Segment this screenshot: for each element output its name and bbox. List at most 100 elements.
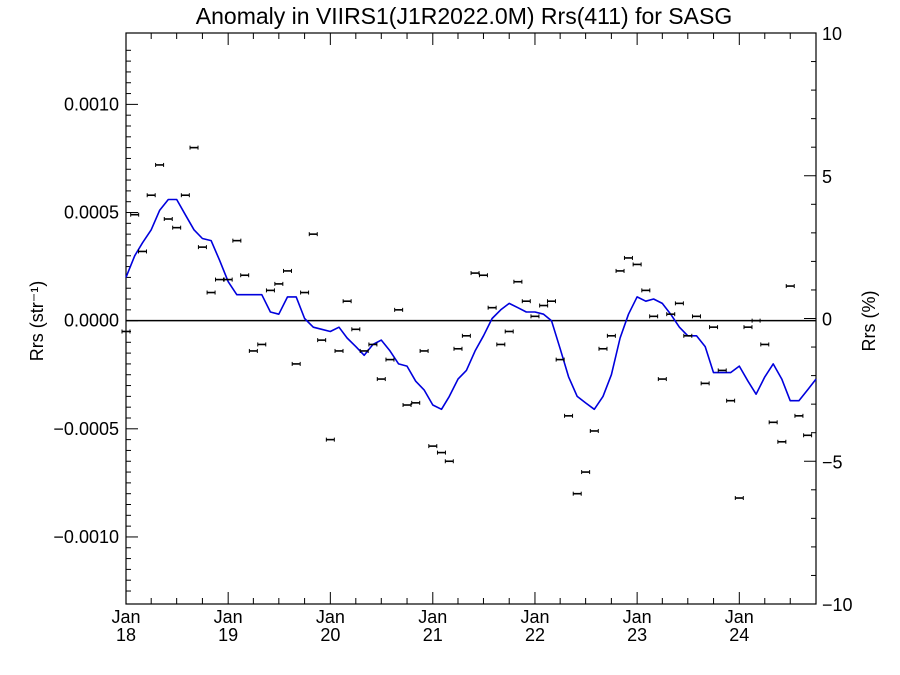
data-point	[283, 268, 293, 273]
data-point	[674, 301, 684, 306]
x-tick-label-month: Jan	[725, 607, 754, 627]
y-tick-label-right: −5	[822, 452, 843, 472]
data-point	[146, 193, 156, 198]
data-point	[436, 450, 446, 455]
y-tick-label-right: 0	[822, 310, 832, 330]
data-point	[615, 268, 625, 273]
data-point	[572, 491, 582, 496]
data-point	[214, 277, 224, 282]
data-point	[223, 277, 233, 282]
plot-frame	[125, 32, 817, 605]
data-point	[257, 342, 267, 347]
data-point	[641, 288, 651, 293]
data-point	[265, 288, 275, 293]
data-point	[385, 357, 395, 362]
data-point	[513, 279, 523, 284]
smoothed-anomaly-line	[125, 198, 817, 411]
y-axis-right-title: Rrs (%)	[859, 291, 879, 352]
data-point	[546, 299, 556, 304]
data-point	[325, 437, 335, 442]
x-tick-label-year: 23	[627, 625, 647, 645]
y-tick-label-left: 0.0010	[64, 94, 119, 114]
y-tick-label-left: 0.0000	[64, 311, 119, 331]
data-point	[589, 428, 599, 433]
data-point	[138, 249, 148, 254]
data-point	[172, 225, 182, 230]
x-tick-label-month: Jan	[214, 607, 243, 627]
data-point	[376, 377, 386, 382]
data-point	[206, 290, 216, 295]
data-point	[743, 325, 753, 330]
x-tick-label-year: 19	[218, 625, 238, 645]
data-point	[478, 273, 488, 278]
data-point	[751, 318, 761, 323]
data-point	[623, 255, 633, 260]
data-point	[632, 262, 642, 267]
data-point	[240, 273, 250, 278]
y-tick-label-left: −0.0010	[53, 527, 119, 547]
data-point	[317, 338, 327, 343]
data-point	[470, 271, 480, 276]
data-point	[419, 348, 429, 353]
data-point	[700, 381, 710, 386]
data-point	[342, 299, 352, 304]
data-point	[130, 212, 140, 217]
data-point	[444, 459, 454, 464]
data-point	[351, 327, 361, 332]
data-point	[402, 403, 412, 408]
data-point	[785, 284, 795, 289]
data-point	[564, 413, 574, 418]
data-point	[334, 348, 344, 353]
data-point	[581, 470, 591, 475]
data-point	[555, 357, 565, 362]
y-axis-left: 0.0010 0.0005 0.0000 −0.0005 −0.0010	[53, 49, 138, 592]
x-tick-label-month: Jan	[418, 607, 447, 627]
data-point	[461, 333, 471, 338]
y-tick-label-right: 5	[822, 167, 832, 187]
x-tick-label-year: 21	[423, 625, 443, 645]
data-point	[411, 400, 421, 405]
x-tick-label-year: 22	[525, 625, 545, 645]
data-point	[394, 307, 404, 312]
data-point	[155, 162, 165, 167]
x-tick-label-month: Jan	[623, 607, 652, 627]
data-point	[428, 444, 438, 449]
x-tick-label-year: 18	[116, 625, 136, 645]
x-tick-label-year: 24	[729, 625, 749, 645]
x-tick-label-year: 20	[320, 625, 340, 645]
data-point	[726, 398, 736, 403]
data-point	[530, 314, 540, 319]
data-point	[359, 348, 369, 353]
anomaly-points	[121, 145, 813, 501]
y-axis-left-title: Rrs (str⁻¹)	[27, 281, 47, 361]
x-tick-label-month: Jan	[111, 607, 140, 627]
data-point	[598, 346, 608, 351]
data-point	[121, 329, 131, 334]
x-tick-label-month: Jan	[316, 607, 345, 627]
data-point	[274, 281, 284, 286]
y-axis-right: 10 5 0 −5 −10	[804, 24, 853, 615]
data-point	[803, 433, 813, 438]
data-point	[794, 413, 804, 418]
y-tick-label-right: −10	[822, 595, 853, 615]
data-point	[291, 361, 301, 366]
data-point	[368, 342, 378, 347]
data-point	[683, 333, 693, 338]
data-point	[496, 342, 506, 347]
data-point	[691, 314, 701, 319]
data-point	[453, 346, 463, 351]
data-point	[189, 145, 199, 150]
data-point	[606, 333, 616, 338]
data-point	[709, 325, 719, 330]
data-point	[487, 305, 497, 310]
data-point	[504, 329, 514, 334]
y-tick-label-right: 10	[822, 24, 842, 44]
y-tick-label-left: −0.0005	[53, 419, 119, 439]
data-point	[777, 439, 787, 444]
data-point	[539, 303, 549, 308]
chart-title: Anomaly in VIIRS1(J1R2022.0M) Rrs(411) f…	[196, 3, 732, 29]
data-point	[521, 299, 531, 304]
data-point	[163, 217, 173, 222]
